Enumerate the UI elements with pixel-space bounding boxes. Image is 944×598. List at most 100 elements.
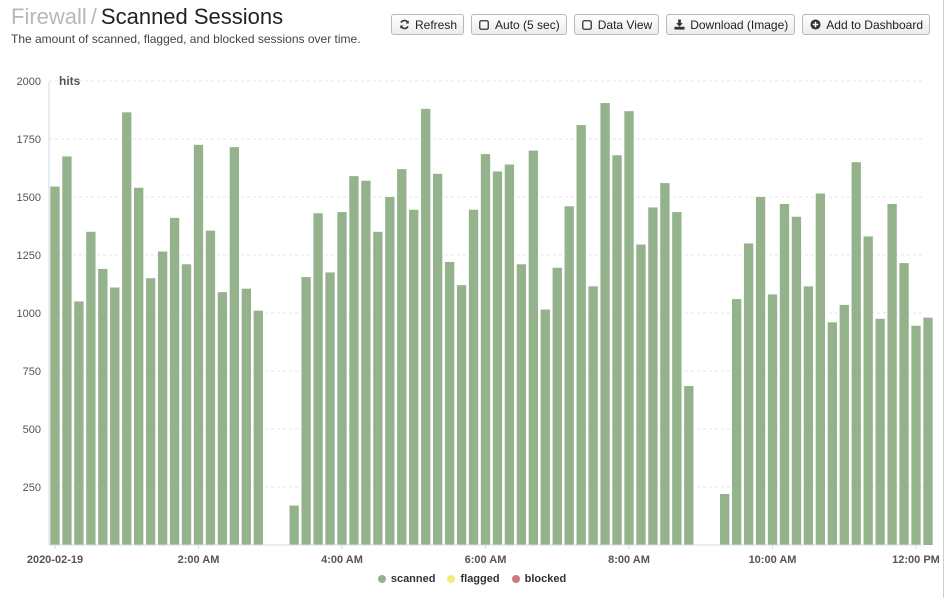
bar-scanned[interactable]	[169, 217, 180, 545]
y-tick-label: 2000	[17, 76, 41, 88]
bar-scanned[interactable]	[624, 111, 634, 545]
bar-scanned[interactable]	[217, 292, 228, 545]
bar-scanned[interactable]	[433, 173, 443, 546]
bar-scanned[interactable]	[791, 216, 802, 545]
bar-scanned[interactable]	[863, 236, 873, 545]
legend-item-scanned[interactable]: scanned	[377, 573, 436, 585]
legend-label-scanned: scanned	[390, 573, 436, 585]
bar-scanned[interactable]	[301, 277, 311, 545]
x-tick-label: 2020-02-19	[27, 554, 83, 566]
bar-scanned[interactable]	[504, 164, 515, 545]
bar-scanned[interactable]	[98, 268, 108, 545]
bar-scanned[interactable]	[839, 304, 849, 545]
bar-scanned[interactable]	[373, 231, 383, 546]
bar-scanned[interactable]	[612, 155, 622, 545]
bar-scanned[interactable]	[492, 171, 503, 545]
bar-scanned[interactable]	[648, 207, 658, 545]
legend-item-flagged[interactable]: flagged	[447, 573, 500, 585]
bar-scanned[interactable]	[229, 147, 240, 545]
bar-scanned[interactable]	[421, 108, 431, 545]
bar-scanned[interactable]	[672, 212, 682, 545]
bar-scanned[interactable]	[516, 264, 527, 545]
data-view-toggle[interactable]: Data View	[573, 14, 660, 35]
bar-scanned[interactable]	[361, 180, 371, 545]
bar-scanned[interactable]	[875, 318, 885, 545]
bar-scanned[interactable]	[743, 243, 754, 545]
bar-scanned[interactable]	[110, 287, 120, 545]
bar-scanned[interactable]	[815, 193, 826, 545]
bar-scanned[interactable]	[827, 322, 837, 545]
bar-scanned[interactable]	[887, 203, 897, 545]
bar-scanned[interactable]	[122, 112, 132, 545]
bar-scanned[interactable]	[325, 272, 335, 545]
bar-scanned[interactable]	[564, 206, 574, 545]
legend-swatch-flagged	[447, 575, 456, 583]
checkbox-icon	[478, 19, 490, 31]
x-tick-label: 4:00 AM	[321, 554, 363, 566]
bar-scanned[interactable]	[911, 325, 921, 545]
download-label: Download (Image)	[690, 17, 789, 32]
bar-scanned[interactable]	[86, 231, 96, 546]
data-view-label: Data View	[597, 17, 653, 32]
bar-scanned[interactable]	[923, 317, 933, 545]
bar-scanned[interactable]	[767, 294, 778, 545]
bar-scanned[interactable]	[803, 286, 814, 545]
bar-scanned[interactable]	[62, 156, 72, 545]
bar-scanned[interactable]	[337, 212, 347, 545]
bar-scanned[interactable]	[289, 505, 299, 545]
y-tick-label: 1750	[17, 134, 41, 146]
bar-scanned[interactable]	[409, 209, 419, 545]
bar-scanned[interactable]	[851, 162, 861, 545]
bar-scanned[interactable]	[313, 213, 323, 546]
bar-scanned[interactable]	[157, 251, 168, 545]
add-to-dashboard-label: Add to Dashboard	[826, 17, 923, 32]
toolbar: Refresh Auto (5 sec) Data View Download …	[391, 14, 930, 35]
bar-scanned[interactable]	[588, 286, 598, 545]
bar-scanned[interactable]	[528, 150, 538, 545]
bar-scanned[interactable]	[468, 209, 479, 545]
bar-scanned[interactable]	[134, 187, 144, 545]
bar-scanned[interactable]	[181, 264, 192, 545]
add-to-dashboard-button[interactable]: Add to Dashboard	[802, 14, 930, 35]
bar-scanned[interactable]	[456, 285, 467, 545]
breadcrumb-firewall[interactable]: Firewall	[11, 4, 87, 29]
bar-scanned[interactable]	[899, 263, 909, 545]
refresh-button[interactable]: Refresh	[391, 14, 465, 35]
bar-scanned[interactable]	[480, 154, 491, 545]
download-image-button[interactable]: Download (Image)	[666, 14, 796, 35]
y-tick-label: 500	[23, 424, 41, 436]
bar-scanned[interactable]	[385, 197, 395, 545]
bar-scanned[interactable]	[349, 176, 359, 545]
bar-scanned[interactable]	[74, 301, 84, 545]
bar-scanned[interactable]	[720, 493, 730, 545]
bar-scanned[interactable]	[636, 244, 646, 545]
y-tick-label: 750	[23, 366, 41, 378]
bar-scanned[interactable]	[540, 309, 550, 545]
bar-scanned[interactable]	[145, 278, 156, 545]
bar-scanned[interactable]	[600, 103, 610, 545]
bar-scanned[interactable]	[205, 230, 216, 545]
bar-scanned[interactable]	[684, 386, 694, 545]
bar-scanned[interactable]	[660, 183, 670, 545]
bar-scanned[interactable]	[253, 310, 263, 545]
y-tick-label: 1000	[17, 308, 41, 320]
bar-scanned[interactable]	[576, 125, 586, 545]
bar-scanned[interactable]	[193, 144, 204, 546]
x-tick-label: 2:00 AM	[178, 554, 220, 566]
auto-refresh-toggle[interactable]: Auto (5 sec)	[471, 14, 567, 35]
x-tick-label: 8:00 AM	[608, 554, 650, 566]
legend-label-blocked: blocked	[524, 573, 567, 585]
y-axis-label: hits	[59, 74, 81, 88]
bar-scanned[interactable]	[779, 203, 790, 545]
checkbox-icon	[581, 19, 593, 31]
bar-scanned[interactable]	[444, 261, 455, 545]
bar-scanned[interactable]	[50, 186, 60, 545]
bar-scanned[interactable]	[755, 197, 766, 545]
bar-scanned[interactable]	[552, 267, 562, 545]
bar-scanned[interactable]	[397, 169, 407, 545]
bar-scanned[interactable]	[731, 299, 742, 545]
legend-item-blocked[interactable]: blocked	[511, 573, 567, 585]
bar-scanned[interactable]	[241, 288, 251, 545]
legend-swatch-scanned	[377, 575, 386, 583]
download-icon	[673, 19, 685, 31]
